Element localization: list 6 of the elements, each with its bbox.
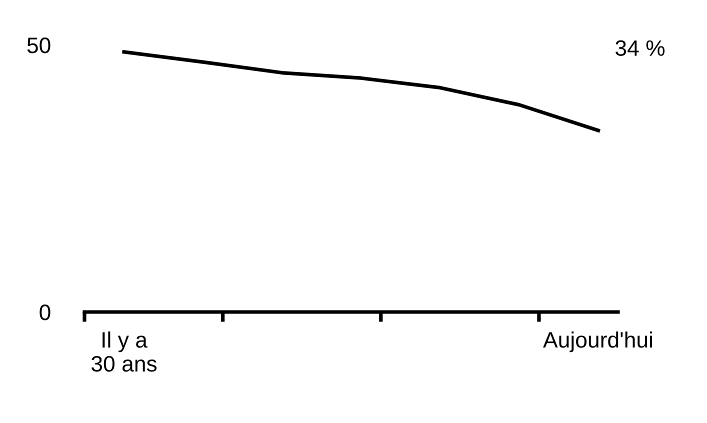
- line-series: [122, 50, 600, 132]
- y-tick-label: 0: [40, 304, 50, 320]
- annotation: 34 %: [616, 40, 665, 56]
- x-tick-label: Aujourd'hui: [543, 331, 652, 352]
- x-tick-label: Il y a 30 ans: [92, 331, 157, 372]
- y-tick-label: 50: [27, 38, 50, 54]
